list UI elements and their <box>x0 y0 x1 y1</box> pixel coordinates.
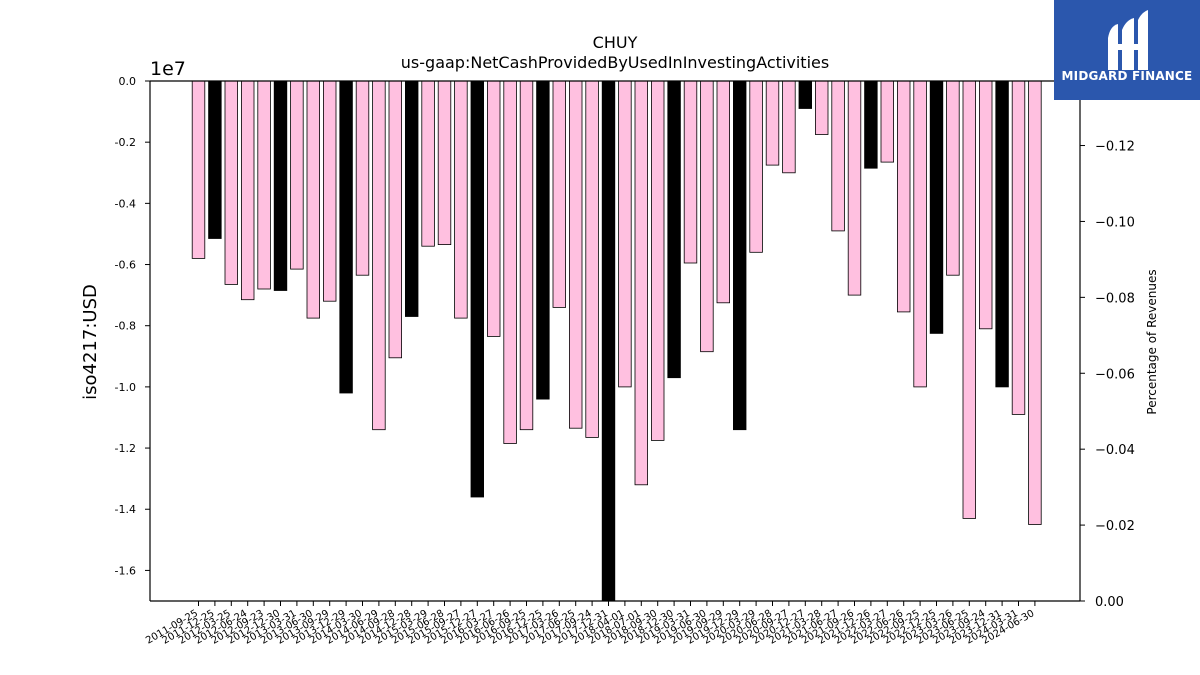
y-offset-label: 1e7 <box>150 58 186 80</box>
bar-2016-12-25 <box>536 80 550 400</box>
bar-2012-06-24 <box>240 80 255 301</box>
bar-2012-03-25 <box>224 80 239 285</box>
bar-2020-09-27 <box>782 80 796 174</box>
bar-2021-03-28 <box>815 80 829 135</box>
y2-tick-label: −0.02 <box>1095 519 1135 534</box>
y-tick-label: -0.2 <box>115 136 136 149</box>
bar-2020-06-28 <box>765 80 780 166</box>
bar-2023-09-24 <box>979 80 993 330</box>
bar-2012-12-30 <box>273 80 288 291</box>
bar-2022-03-27 <box>880 80 895 163</box>
bar-2022-12-25 <box>929 80 944 334</box>
bar-2021-06-27 <box>831 80 845 232</box>
y2-tick-label: −0.08 <box>1095 291 1135 306</box>
bar-2021-12-26 <box>864 80 878 169</box>
bar-2023-03-26 <box>946 80 960 276</box>
bar-2024-03-31 <box>1011 80 1026 415</box>
y2-tick-label: −0.12 <box>1095 140 1135 155</box>
bar-2019-09-29 <box>716 80 731 304</box>
y-axis-label: iso4217:USD <box>80 284 101 400</box>
bar-2020-03-29 <box>749 80 763 253</box>
bar-2022-09-25 <box>913 80 927 388</box>
bar-2017-06-25 <box>569 80 583 429</box>
bar-2013-12-29 <box>339 80 353 394</box>
chart-title: CHUY <box>593 33 638 52</box>
logo-brand-text: MIDGARD FINANCE <box>1061 69 1193 83</box>
bar-2019-12-29 <box>733 80 747 431</box>
bar-2014-06-29 <box>372 80 386 431</box>
bar-2011-09-25 <box>191 80 206 259</box>
bar-2019-06-30 <box>700 80 714 353</box>
bar-2015-03-29 <box>421 80 435 247</box>
bar-2018-09-30 <box>651 80 665 441</box>
bar-2013-06-30 <box>306 80 321 319</box>
bar-2017-03-26 <box>552 80 567 308</box>
bar-2013-09-29 <box>322 80 337 302</box>
y-tick-label: -0.4 <box>115 197 136 210</box>
bar-2024-06-30 <box>1028 80 1042 525</box>
bar-2015-12-27 <box>470 80 485 498</box>
bar-2019-03-31 <box>683 80 698 264</box>
bar-2016-03-27 <box>486 80 501 337</box>
bar-2012-09-23 <box>257 80 271 290</box>
y2-tick-label: −0.10 <box>1095 215 1135 230</box>
logo-mark-icon <box>1054 0 1200 100</box>
bar-2018-04-01 <box>618 80 632 388</box>
bar-2013-03-31 <box>290 80 304 270</box>
bar-2018-12-30 <box>667 80 681 379</box>
y-tick-label: -1.6 <box>115 564 136 577</box>
y2-tick-label: −0.06 <box>1095 367 1135 382</box>
bar-2022-06-26 <box>897 80 911 313</box>
x-axis: 2011-09-252011-12-252012-03-252012-06-24… <box>144 601 1036 647</box>
bar-2021-09-26 <box>847 80 862 296</box>
bar-2016-09-25 <box>519 80 534 431</box>
bar-2015-06-28 <box>437 80 452 246</box>
logo: MIDGARD FINANCE <box>1054 0 1200 100</box>
bar-2014-03-30 <box>355 80 370 276</box>
y-axis: 0.0 -0.2 -0.4 -0.6 -0.8 -1.0 -1.2 -1.4 -1.6 <box>115 75 150 577</box>
bar-2015-09-27 <box>454 80 468 319</box>
bar-2014-12-28 <box>404 80 419 317</box>
bar-2020-12-27 <box>798 80 813 109</box>
bar-2023-12-31 <box>995 80 1009 388</box>
y-tick-label: -1.2 <box>115 442 136 455</box>
bar-2018-07-01 <box>634 80 649 486</box>
y2-tick-label: 0.00 <box>1095 595 1124 610</box>
y-tick-label: -0.6 <box>115 259 136 272</box>
bar-2017-09-24 <box>585 80 599 438</box>
y2-axis: 0.00 −0.02 −0.04 −0.06 −0.08 −0.10 −0.12 <box>1080 140 1135 610</box>
bar-2017-12-31 <box>601 80 616 602</box>
bar-2014-09-28 <box>388 80 403 359</box>
y-tick-label: -0.8 <box>115 320 136 333</box>
y2-axis-label: Percentage of Revenues <box>1145 269 1159 414</box>
axes-frame <box>149 80 1081 602</box>
y2-tick-label: −0.04 <box>1095 443 1135 458</box>
y-tick-label: -1.4 <box>115 503 136 516</box>
bars <box>191 80 1042 602</box>
bar-2011-12-25 <box>208 80 222 239</box>
y-tick-label: 0.0 <box>119 75 137 88</box>
chart-subtitle: us-gaap:NetCashProvidedByUsedInInvesting… <box>401 53 829 72</box>
bar-2023-06-25 <box>962 80 977 519</box>
y-tick-label: -1.0 <box>115 381 136 394</box>
bar-2016-06-26 <box>503 80 517 444</box>
